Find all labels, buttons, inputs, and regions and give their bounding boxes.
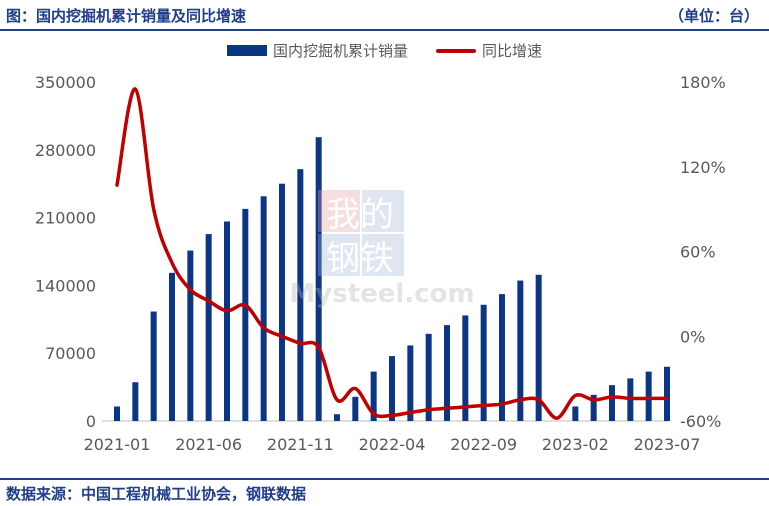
bar xyxy=(224,221,230,421)
bar xyxy=(334,414,340,421)
x-tick-label: 2021-11 xyxy=(267,435,334,454)
bar xyxy=(480,304,487,421)
bar xyxy=(187,250,194,421)
legend-item-growth: 同比增速 xyxy=(436,40,542,61)
footer-rule xyxy=(0,478,769,480)
legend-label-growth: 同比增速 xyxy=(482,42,543,60)
y-right-tick-label: 120% xyxy=(680,158,726,177)
legend-item-sales: 国内挖掘机累计销量 xyxy=(226,40,408,61)
bar xyxy=(444,325,450,421)
bar xyxy=(315,137,322,422)
y-right-tick-label: 60% xyxy=(680,243,716,262)
x-tick-label: 2023-02 xyxy=(542,435,609,454)
bar xyxy=(389,356,395,421)
bar xyxy=(645,371,652,421)
bar xyxy=(150,311,157,421)
chart-canvas: 0 70000 140000 210000 280000 350000 -60% 0% 60% 1… xyxy=(35,73,726,454)
bar xyxy=(499,294,505,421)
x-tick-label: 2022-09 xyxy=(450,435,517,454)
bar xyxy=(517,280,524,421)
y-right-tick-label: 0% xyxy=(680,327,705,346)
y-left-tick-label: 0 xyxy=(86,412,96,431)
growth-line xyxy=(115,87,669,420)
bar xyxy=(425,333,432,421)
x-tick-label: 2021-06 xyxy=(175,435,242,454)
bar xyxy=(572,406,579,421)
watermark-brand: Mysteel.com xyxy=(289,279,474,309)
watermark-top: 我的 xyxy=(326,195,394,235)
x-tick-label: 2021-01 xyxy=(84,435,151,454)
bar xyxy=(132,382,139,421)
y-left-tick-label: 280000 xyxy=(35,141,96,160)
bar xyxy=(664,366,670,421)
x-tick-label: 2022-04 xyxy=(359,435,426,454)
watermark-bottom: 钢铁 xyxy=(326,239,394,279)
bar xyxy=(352,396,359,421)
y-left-tick-label: 70000 xyxy=(45,344,96,363)
y-left-tick-label: 140000 xyxy=(35,276,96,295)
bar xyxy=(260,196,267,421)
bar xyxy=(370,371,377,421)
y-left-tick-label: 350000 xyxy=(35,73,96,92)
legend-label-sales: 国内挖掘机累计销量 xyxy=(272,42,408,60)
x-tick-label: 2023-07 xyxy=(634,435,701,454)
y-left-tick-label: 210000 xyxy=(35,209,96,228)
chart-title: 图：国内挖掘机累计销量及同比增速 xyxy=(6,7,247,25)
y-right-tick-label: -60% xyxy=(680,412,721,431)
legend-line-swatch xyxy=(436,48,476,53)
bar xyxy=(609,385,615,421)
bar xyxy=(407,345,414,421)
bar xyxy=(114,406,120,421)
bar xyxy=(462,315,469,421)
legend: 国内挖掘机累计销量 同比增速 xyxy=(0,40,769,61)
bar xyxy=(297,169,304,421)
bar xyxy=(535,274,542,421)
watermark-logo: 我的 钢铁 Mysteel.com xyxy=(289,190,475,309)
unit-label: （单位：台） xyxy=(668,7,759,25)
bar xyxy=(242,208,249,421)
y-right-tick-label: 180% xyxy=(680,73,726,92)
source-note: 数据来源：中国工程机械工业协会，钢联数据 xyxy=(6,485,307,503)
bar xyxy=(279,183,285,421)
bar xyxy=(205,234,212,421)
header-rule xyxy=(0,29,769,31)
legend-bar-swatch xyxy=(226,45,267,56)
header: 图：国内挖掘机累计销量及同比增速 （单位：台） xyxy=(0,0,769,30)
bar xyxy=(169,272,175,421)
bar xyxy=(590,394,597,421)
